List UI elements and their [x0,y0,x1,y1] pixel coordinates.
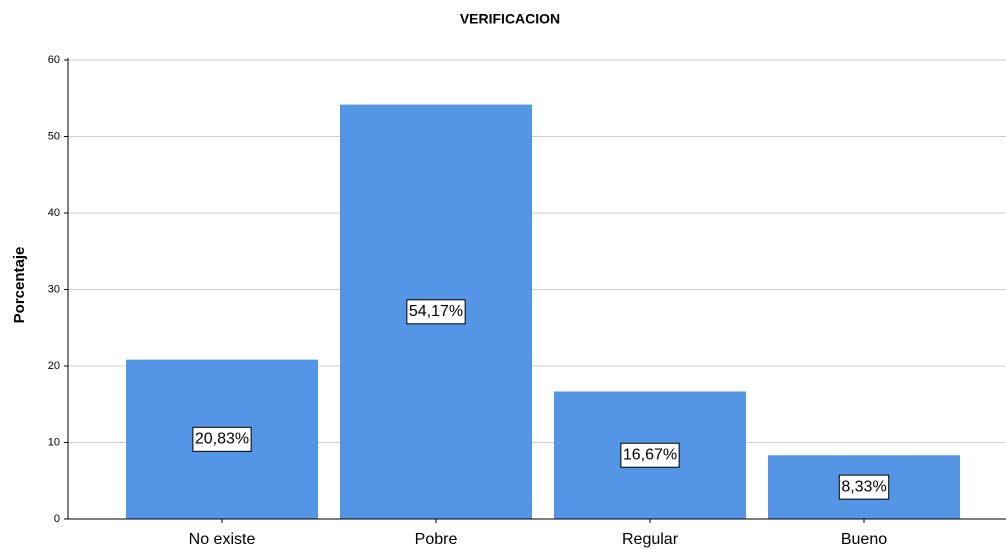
value-label: 8,33% [841,478,886,495]
y-tick-label: 60 [48,54,60,66]
value-label-box [406,299,466,325]
value-label-box [192,426,252,452]
x-tick-label: Bueno [841,531,887,548]
y-tick-label: 40 [48,207,60,219]
y-axis-title: Porcentaje [11,247,28,324]
x-tick-label: Regular [622,531,679,548]
x-tick-label: No existe [189,531,256,548]
value-label-box [838,474,890,500]
y-tick-label: 50 [48,130,60,142]
chart-title: VERIFICACION [460,11,560,27]
y-tick-label: 10 [48,436,60,448]
y-tick-label: 20 [48,360,60,372]
value-label: 54,17% [409,303,463,320]
value-label: 16,67% [623,446,677,463]
value-label: 20,83% [195,431,249,448]
y-tick-label: 30 [48,283,60,295]
x-tick-label: Pobre [415,531,458,548]
y-tick-label: 0 [54,513,60,525]
value-label-box [620,442,680,468]
